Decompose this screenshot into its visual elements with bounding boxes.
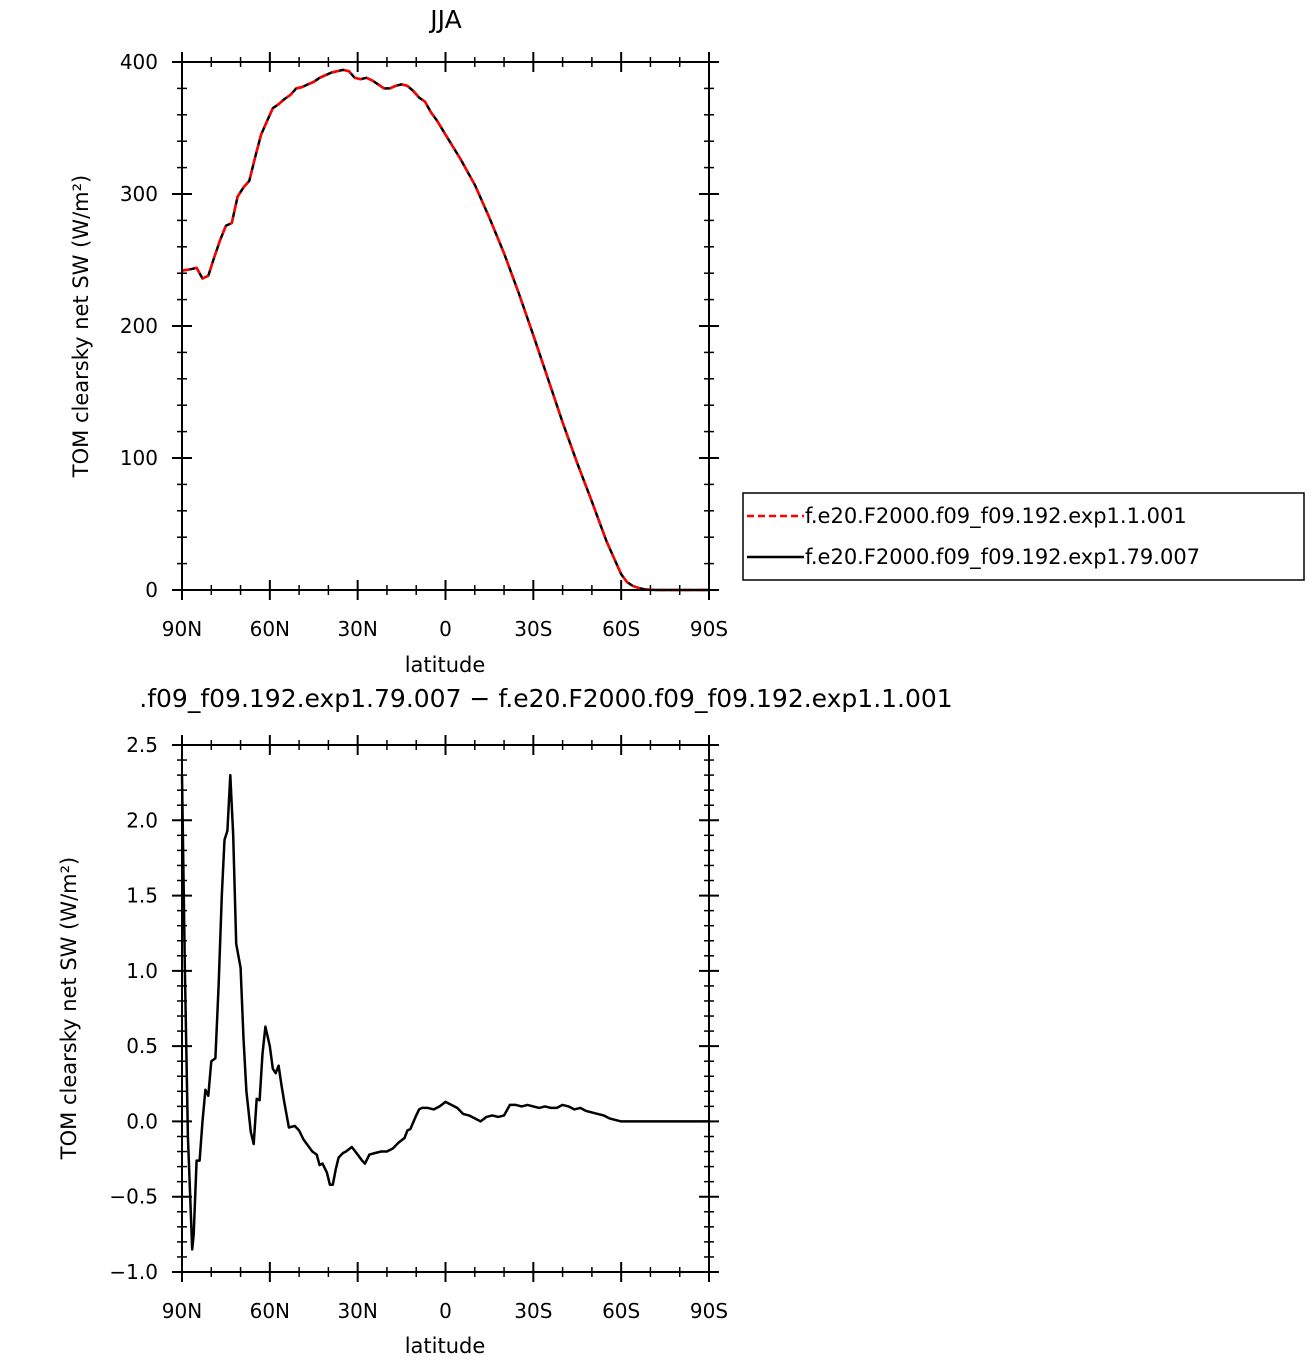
y-tick-label: 0.5	[126, 1034, 158, 1058]
x-tick-label: 60S	[602, 1299, 640, 1323]
series-line-2	[181, 68, 709, 592]
top-y-tick-labels: 0 100 200 300 400	[120, 50, 158, 602]
bottom-panel: .f09_f09.192.exp1.79.007 − f.e20.F2000.f…	[57, 684, 953, 1358]
x-tick-label: 90N	[162, 1299, 202, 1323]
bottom-chart-title: .f09_f09.192.exp1.79.007 − f.e20.F2000.f…	[139, 684, 952, 713]
legend-label-series-2: f.e20.F2000.f09_f09.192.exp1.79.007	[805, 545, 1200, 570]
bottom-x-tick-labels: 90N 60N 30N 0 30S 60S 90S	[162, 1299, 728, 1323]
x-tick-label: 90S	[690, 617, 728, 641]
top-x-axis-label: latitude	[405, 653, 486, 677]
y-tick-label: 300	[120, 182, 158, 206]
y-tick-label: 1.0	[126, 959, 158, 983]
series-line-1	[181, 68, 709, 592]
y-tick-label: 0	[145, 578, 158, 602]
y-tick-label: 400	[120, 50, 158, 74]
y-tick-label: 2.0	[126, 808, 158, 832]
y-tick-label: 1.5	[126, 884, 158, 908]
y-tick-label: 2.5	[126, 733, 158, 757]
y-tick-label: −0.5	[109, 1185, 158, 1209]
x-tick-label: 30N	[337, 617, 377, 641]
x-tick-label: 60N	[250, 1299, 290, 1323]
top-x-tick-labels: 90N 60N 30N 0 30S 60S 90S	[162, 617, 728, 641]
top-y-axis-label: TOM clearsky net SW (W/m²)	[69, 175, 93, 478]
series-line-1	[180, 773, 709, 1251]
legend-box	[742, 492, 1305, 581]
x-tick-label: 60S	[602, 617, 640, 641]
top-lines	[181, 68, 709, 592]
legend: f.e20.F2000.f09_f09.192.exp1.1.001 f.e20…	[742, 492, 1305, 581]
top-panel: JJA 90N 60N 30N 0 30S 60S 90S 0 100 200 300 400 la…	[69, 5, 1305, 677]
bottom-y-axis-label: TOM clearsky net SW (W/m²)	[57, 857, 81, 1160]
bottom-ticks	[172, 735, 719, 1282]
x-tick-label: 30S	[514, 1299, 552, 1323]
y-tick-label: −1.0	[109, 1260, 158, 1284]
x-tick-label: 90N	[162, 617, 202, 641]
x-tick-label: 60N	[250, 617, 290, 641]
legend-label-series-1: f.e20.F2000.f09_f09.192.exp1.1.001	[805, 504, 1187, 529]
y-tick-label: 0.0	[126, 1109, 158, 1133]
y-tick-label: 200	[120, 314, 158, 338]
bottom-plot-frame	[181, 744, 710, 1273]
x-tick-label: 30N	[337, 1299, 377, 1323]
x-tick-label: 0	[439, 1299, 452, 1323]
bottom-lines	[180, 773, 709, 1251]
bottom-x-axis-label: latitude	[405, 1334, 486, 1358]
x-tick-label: 90S	[690, 1299, 728, 1323]
x-tick-label: 0	[439, 617, 452, 641]
top-chart-title: JJA	[428, 5, 461, 34]
y-tick-label: 100	[120, 446, 158, 470]
x-tick-label: 30S	[514, 617, 552, 641]
bottom-y-tick-labels: −1.0 −0.5 0.0 0.5 1.0 1.5 2.0 2.5	[109, 733, 158, 1284]
top-plot-frame	[181, 61, 710, 591]
